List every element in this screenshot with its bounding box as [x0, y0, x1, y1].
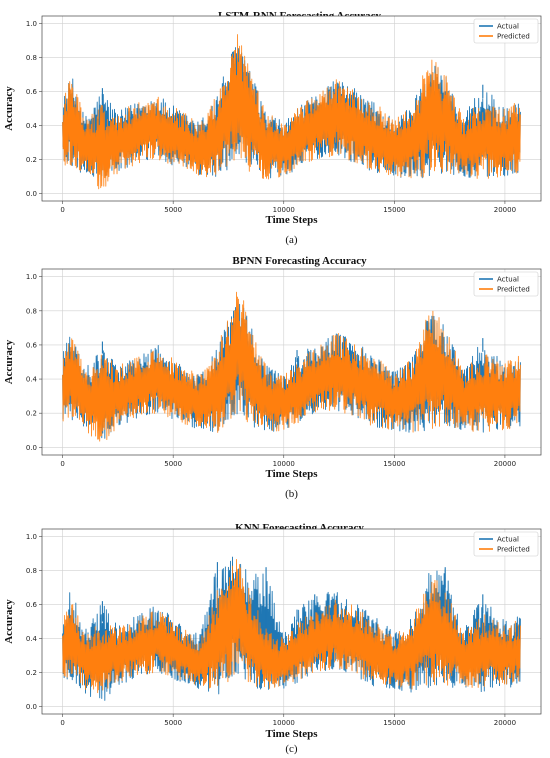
legend-label-actual: Actual — [497, 23, 519, 31]
legend-label-predicted: Predicted — [497, 33, 530, 41]
legend-a: Actual Predicted — [473, 18, 539, 44]
plot-frame-c — [41, 528, 542, 715]
x-tick-label-c: 20000 — [494, 719, 516, 727]
legend-box-b — [473, 271, 539, 297]
chart-title-b: BPNN Forecasting Accuracy — [232, 255, 367, 267]
x-tick-label-a: 0 — [60, 206, 64, 214]
plot-frame-b — [41, 268, 542, 456]
legend-label-predicted: Predicted — [497, 546, 530, 554]
y-tick-label-a: 0.4 — [26, 122, 38, 130]
x-tick-label-c: 15000 — [383, 719, 405, 727]
x-tick-label-b: 15000 — [383, 460, 405, 468]
x-tick-label-c: 10000 — [273, 719, 295, 727]
x-tick-label-b: 10000 — [273, 460, 295, 468]
caption-a: (a) — [285, 234, 298, 246]
x-axis-label-a: Time Steps — [265, 214, 318, 226]
legend-label-actual: Actual — [497, 536, 519, 544]
legend-c: Actual Predicted — [473, 531, 539, 557]
series-line-b-predicted — [62, 291, 521, 442]
y-tick-label-b: 0.4 — [26, 376, 38, 384]
y-tick-label-c: 0.8 — [26, 567, 37, 575]
caption-c: (c) — [285, 743, 298, 755]
y-tick-label-b: 0.2 — [26, 410, 37, 418]
y-tick-label-b: 0.6 — [26, 341, 38, 349]
x-axis-label-c: Time Steps — [265, 728, 318, 740]
chart-panel-a: LSTM-RNN Forecasting Accuracy05000100001… — [0, 0, 550, 252]
legend-label-predicted: Predicted — [497, 286, 530, 294]
series-line-a-predicted — [62, 34, 521, 190]
y-tick-label-c: 0.4 — [26, 635, 38, 643]
y-tick-label-b: 0.8 — [26, 307, 37, 315]
legend-b: Actual Predicted — [473, 271, 539, 297]
y-axis-label-c: Accuracy — [3, 599, 15, 644]
plot-area-b — [42, 269, 541, 455]
x-tick-label-a: 15000 — [383, 206, 405, 214]
x-tick-label-c: 0 — [60, 719, 64, 727]
y-axis-label-b: Accuracy — [3, 339, 15, 384]
y-tick-label-a: 0.6 — [26, 88, 38, 96]
legend-label-actual: Actual — [497, 276, 519, 284]
chart-panel-b: BPNN Forecasting Accuracy 0 5000 10000 15000… — [0, 252, 550, 504]
y-tick-label-c: 0.0 — [26, 703, 37, 711]
chart-svg-a: LSTM-RNN Forecasting Accuracy05000100001… — [3, 10, 542, 246]
legend-box-c — [473, 531, 539, 557]
plot-frame-a — [41, 15, 542, 202]
caption-b: (b) — [285, 488, 298, 500]
y-tick-label-a: 1.0 — [26, 20, 37, 28]
x-tick-label-a: 20000 — [494, 206, 516, 214]
y-tick-label-b: 0.0 — [26, 444, 37, 452]
chart-panel-c: KNN Forecasting Accuracy 0 5000 10000 15000 2… — [0, 504, 550, 758]
y-tick-label-c: 0.6 — [26, 601, 38, 609]
y-axis-label-a: Accuracy — [3, 86, 15, 131]
x-axis-label-b: Time Steps — [265, 468, 318, 480]
x-tick-label-b: 20000 — [494, 460, 516, 468]
x-tick-label-c: 5000 — [164, 719, 182, 727]
y-tick-label-c: 0.2 — [26, 669, 37, 677]
y-tick-label-a: 0.0 — [26, 190, 37, 198]
series-line-c-predicted — [62, 558, 521, 694]
x-tick-label-b: 5000 — [164, 460, 182, 468]
x-tick-label-a: 5000 — [164, 206, 182, 214]
x-tick-label-b: 0 — [60, 460, 64, 468]
x-tick-label-a: 10000 — [273, 206, 295, 214]
y-tick-label-b: 1.0 — [26, 273, 37, 281]
chart-svg-b: BPNN Forecasting Accuracy 0 5000 10000 15000… — [3, 255, 542, 500]
y-tick-label-c: 1.0 — [26, 533, 37, 541]
y-tick-label-a: 0.8 — [26, 54, 37, 62]
y-tick-label-a: 0.2 — [26, 156, 37, 164]
legend-box-a — [473, 18, 539, 44]
